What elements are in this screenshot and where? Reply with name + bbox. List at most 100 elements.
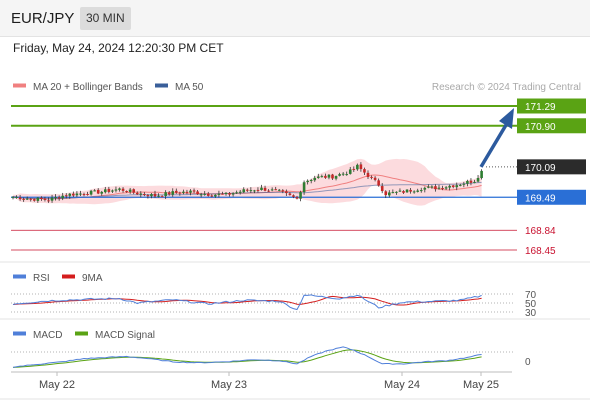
candle-body — [412, 191, 416, 193]
candle-body — [118, 188, 121, 190]
projection-arrow — [479, 108, 514, 168]
candle-body — [388, 192, 391, 196]
macd-line — [12, 346, 482, 368]
legend-label-rsi: RSI — [33, 273, 50, 284]
candle-body — [334, 176, 338, 179]
candle-body — [153, 193, 157, 197]
candle-body — [455, 185, 459, 188]
candle-body — [33, 199, 36, 201]
level-badge — [517, 189, 586, 205]
candle-body — [285, 191, 288, 194]
candle-body — [363, 169, 366, 173]
x-tick-label: May 22 — [39, 379, 75, 391]
candle-body — [96, 189, 100, 194]
legend-label-macd: MACD — [33, 330, 62, 341]
candle-body — [441, 187, 444, 189]
projection-shaft — [479, 124, 508, 168]
candle-body — [391, 192, 395, 194]
level-label: 170.90 — [525, 122, 556, 133]
candle-body — [160, 196, 164, 198]
candle-body — [135, 192, 139, 195]
candle-body — [459, 184, 462, 186]
legend-swatch-9ma — [62, 274, 75, 279]
candle-body — [54, 197, 57, 199]
candle-body — [61, 195, 64, 199]
candle-body — [324, 175, 327, 178]
candle-body — [82, 194, 86, 196]
candle-body — [231, 193, 235, 195]
level-label: 168.45 — [525, 246, 556, 257]
candle-body — [416, 190, 419, 192]
candle-body — [203, 193, 206, 195]
candle-body — [267, 190, 270, 192]
candle-body — [238, 191, 242, 193]
candle-body — [132, 189, 135, 193]
candle-body — [299, 192, 302, 199]
candle-body — [359, 164, 363, 170]
x-tick-label: May 25 — [463, 379, 499, 391]
candle-body — [288, 193, 292, 195]
legend-swatch-macd — [13, 331, 26, 336]
projection-head — [499, 108, 514, 129]
candle-body — [281, 190, 285, 192]
main-legend: MA 20 + Bollinger Bands MA 50 — [13, 82, 204, 93]
candle-body — [306, 180, 309, 183]
candle-body — [274, 189, 277, 191]
candle-body — [217, 193, 221, 195]
candle-body — [125, 191, 128, 193]
candle-body — [348, 169, 352, 174]
level-label: 169.49 — [525, 193, 556, 204]
candle-body — [114, 189, 118, 191]
candle-body — [143, 194, 146, 196]
candle-body — [111, 190, 114, 192]
header-bar: EUR/JPY 30 MIN — [0, 0, 590, 37]
candle-body — [178, 192, 182, 194]
candle-body — [473, 181, 476, 183]
candle-body — [75, 193, 79, 196]
candle-body — [434, 186, 437, 190]
rsi-line — [12, 294, 482, 311]
candle-body — [277, 189, 281, 191]
candle-body — [317, 176, 320, 178]
candle-body — [104, 189, 107, 193]
candle-body — [206, 193, 210, 196]
level-badge — [517, 98, 586, 114]
candle-body — [43, 198, 47, 200]
candle-body — [419, 190, 423, 192]
macd-tick-label: 0 — [525, 357, 531, 368]
candle-body — [210, 195, 214, 197]
macd-legend: MACD MACD Signal — [13, 330, 155, 341]
x-tick-label: May 24 — [384, 379, 420, 391]
candle-body — [295, 197, 299, 199]
legend-label-9ma: 9MA — [82, 273, 103, 284]
candle-body — [40, 197, 43, 200]
candle-body — [242, 189, 246, 193]
x-axis-ticks: May 22 May 23 May 24 May 25 — [39, 372, 499, 391]
candle-body — [89, 190, 93, 195]
rsi-tick-label: 50 — [525, 299, 537, 310]
candle-body — [466, 180, 469, 184]
candle-body — [11, 196, 15, 198]
x-tick-label: May 23 — [211, 379, 247, 391]
candle-body — [167, 192, 171, 195]
candle-body — [86, 194, 89, 196]
candle-body — [260, 187, 263, 191]
candle-body — [228, 193, 231, 195]
level-label: 168.84 — [525, 226, 556, 237]
candle-body — [320, 176, 324, 178]
candle-body — [196, 191, 199, 195]
candle-body — [175, 190, 178, 193]
level-badge — [517, 118, 586, 134]
legend-swatch-macd-signal — [75, 331, 88, 336]
candle-body — [18, 197, 22, 200]
interval-selector[interactable]: 30 MIN — [80, 7, 131, 30]
candle-body — [345, 174, 348, 176]
candle-body — [377, 180, 380, 186]
candle-body — [256, 189, 260, 191]
candle-body — [448, 185, 451, 188]
candle-body — [405, 189, 409, 193]
level-badge — [517, 159, 586, 175]
macd-signal-line — [12, 349, 482, 368]
candle-body — [263, 187, 267, 191]
